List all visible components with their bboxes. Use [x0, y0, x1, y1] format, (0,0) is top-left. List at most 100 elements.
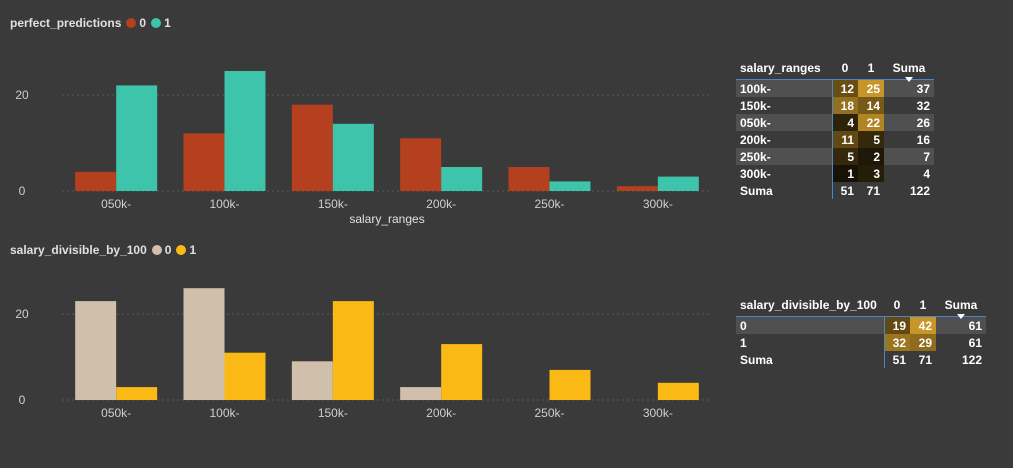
bar-200k--series-0 [400, 138, 442, 191]
matrix-row-header: salary_ranges [740, 61, 821, 75]
matrix-cell: 25 [858, 79, 884, 97]
chart2-legend: salary_divisible_by_100 0 1 [10, 243, 196, 257]
bar-050k--series-1 [116, 85, 158, 191]
matrix-row[interactable]: 100k- 12 25 37 [736, 79, 934, 97]
matrix-cell: 12 [831, 79, 858, 97]
matrix-row-label: 300k- [740, 166, 771, 181]
matrix-total-cell: 122 [909, 183, 930, 198]
matrix-row-header: salary_divisible_by_100 [740, 298, 877, 312]
x-tick-label: 050k- [101, 197, 131, 211]
matrix-cell: 3 [858, 165, 884, 182]
matrix-total-label: Suma [740, 183, 773, 198]
salary-divisible-matrix: salary_divisible_by_100 0 1 Suma 0 19 42 61… [736, 294, 986, 368]
chart1-legend-item-0[interactable]: 0 [126, 16, 146, 30]
matrix-total-cell: 71 [866, 183, 880, 198]
legend-label: 0 [139, 16, 147, 30]
matrix-cell: 29 [910, 334, 936, 351]
matrix-total-cell: 122 [961, 352, 982, 367]
matrix-row[interactable]: 0 19 42 61 [736, 316, 986, 334]
x-tick-label: 100k- [209, 197, 239, 211]
x-tick-label: 150k- [318, 197, 348, 211]
matrix-row[interactable]: 1 32 29 61 [736, 334, 986, 351]
chart2-legend-item-1[interactable]: 1 [176, 243, 196, 257]
legend-dot [151, 245, 162, 255]
y-tick-label: 0 [19, 184, 26, 198]
matrix-row-label: 100k- [736, 79, 832, 97]
matrix-row-total: 26 [884, 114, 934, 131]
bar-150k--series-0 [291, 361, 333, 400]
matrix-col-header[interactable]: 1 [919, 298, 927, 312]
matrix-row-total: 37 [884, 79, 934, 97]
x-tick-label: 050k- [101, 406, 131, 420]
matrix-row-label: 1 [740, 335, 747, 350]
matrix-row-label: 050k- [736, 114, 832, 131]
bar-150k--series-1 [332, 301, 374, 400]
x-tick-label: 150k- [318, 406, 348, 420]
matrix-total-row: Suma 51 71 122 [736, 182, 934, 199]
bar-250k--series-1 [549, 181, 591, 191]
chart1-legend: perfect_predictions 0 1 [10, 16, 171, 30]
matrix-cell: 2 [858, 148, 884, 165]
chart1-legend-item-1[interactable]: 1 [151, 16, 171, 30]
sort-desc-icon [957, 314, 965, 319]
matrix-cell: 22 [858, 114, 884, 131]
matrix-row-label: 150k- [740, 98, 771, 113]
legend-dot [176, 245, 187, 255]
x-tick-label: 300k- [643, 197, 673, 211]
bar-050k--series-0 [75, 171, 117, 191]
y-tick-label: 0 [19, 393, 26, 407]
matrix-cell: 19 [883, 316, 910, 334]
matrix-row-label: 200k- [740, 132, 771, 147]
bar-150k--series-1 [332, 123, 374, 191]
bar-100k--series-0 [183, 288, 225, 400]
matrix-cell: 32 [883, 334, 910, 351]
matrix-total-cell: 51 [831, 182, 858, 199]
matrix-cell: 42 [910, 316, 936, 334]
matrix-col-header[interactable]: 0 [841, 61, 849, 75]
matrix-row[interactable]: 150k- 18 14 32 [736, 97, 934, 114]
x-tick-label: 200k- [426, 197, 456, 211]
matrix-row[interactable]: 300k- 1 3 4 [736, 165, 934, 182]
legend-label: 0 [164, 243, 172, 257]
sort-desc-icon [905, 77, 913, 82]
chart2-legend-item-0[interactable]: 0 [151, 243, 172, 257]
x-tick-label: 200k- [426, 406, 456, 420]
matrix-cell: 5 [831, 148, 858, 165]
matrix-cell: 18 [831, 97, 858, 114]
matrix-row-total: 61 [968, 335, 982, 350]
matrix-col-header[interactable]: 0 [893, 298, 901, 312]
x-tick-label: 300k- [643, 406, 673, 420]
y-tick-label: 20 [15, 307, 29, 321]
matrix-total-header[interactable]: Suma [936, 294, 986, 319]
perfect-predictions-bar-chart: 0 20 050k- 100k- 150k- 200k- 250k- 300k-salary_… [15, 71, 712, 226]
bar-150k--series-0 [291, 104, 333, 191]
legend-label: 1 [164, 16, 171, 30]
x-tick-label: 100k- [209, 406, 239, 420]
x-tick-label: 250k- [534, 197, 564, 211]
salary-ranges-matrix: salary_ranges 0 1 Suma 100k- 12 25 37 150k- 1… [736, 57, 934, 199]
matrix-row[interactable]: 050k- 4 22 26 [736, 114, 934, 131]
bar-200k--series-0 [400, 387, 442, 400]
x-axis-title: salary_ranges [349, 212, 424, 226]
matrix-cell: 14 [858, 97, 884, 114]
matrix-col-header[interactable]: 1 [867, 61, 875, 75]
bar-100k--series-1 [224, 352, 266, 400]
bar-300k--series-1 [657, 382, 699, 400]
bar-200k--series-1 [441, 167, 483, 191]
legend-label: 1 [189, 243, 197, 257]
legend-dot [126, 18, 137, 28]
y-tick-label: 20 [15, 88, 29, 102]
bar-250k--series-1 [549, 369, 591, 400]
matrix-row[interactable]: 250k- 5 2 7 [736, 148, 934, 165]
matrix-total-cell: 71 [918, 352, 932, 367]
x-tick-label: 250k- [534, 406, 564, 420]
bar-300k--series-1 [657, 176, 699, 191]
bar-100k--series-0 [183, 133, 225, 191]
matrix-row[interactable]: 200k- 11 5 16 [736, 131, 934, 148]
chart1-legend-title: perfect_predictions [10, 16, 122, 30]
total-label: Suma [944, 298, 978, 312]
matrix-total-row: Suma 51 71 122 [736, 351, 986, 368]
matrix-total-header[interactable]: Suma [884, 57, 934, 82]
matrix-cell: 5 [858, 131, 884, 148]
bar-050k--series-0 [75, 301, 117, 400]
